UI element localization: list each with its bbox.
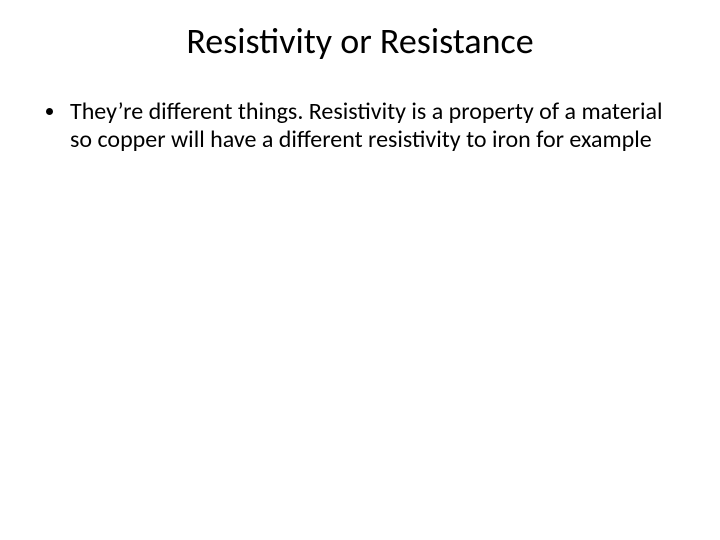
bullet-icon — [46, 108, 53, 115]
bullet-list: They’re different things. Resistivity is… — [40, 98, 680, 155]
slide: Resistivity or Resistance They’re differ… — [0, 0, 720, 540]
slide-body: They’re different things. Resistivity is… — [0, 62, 720, 155]
bullet-text: They’re different things. Resistivity is… — [70, 97, 663, 154]
list-item: They’re different things. Resistivity is… — [40, 98, 680, 155]
slide-title: Resistivity or Resistance — [0, 0, 720, 62]
